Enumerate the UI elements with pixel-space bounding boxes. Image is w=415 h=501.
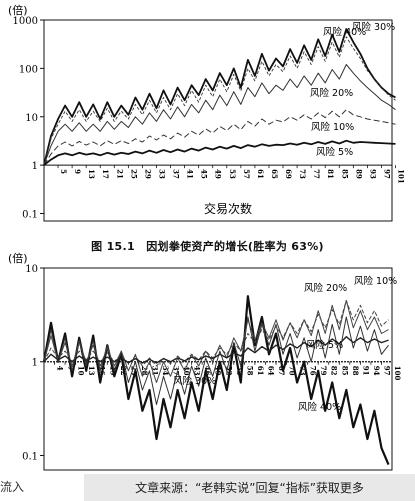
x-tick-label: 85	[340, 366, 349, 376]
series-label: 风险 20%	[304, 282, 347, 294]
x-tick-label: 58	[245, 366, 254, 376]
x-tick-label: 65	[270, 169, 279, 179]
y-tick-label: 1000	[13, 16, 38, 27]
series-line	[43, 28, 396, 166]
y-axis-label: (倍)	[8, 3, 28, 17]
x-tick-label: 73	[298, 366, 307, 376]
x-tick-label: 76	[309, 366, 318, 376]
x-tick-label: 77	[312, 169, 321, 179]
plot-frame	[43, 267, 393, 471]
x-tick-label: 10	[77, 366, 86, 376]
x-tick-label: 64	[266, 366, 275, 376]
x-tick-label: 5	[59, 169, 68, 174]
x-tick-label: 97	[382, 169, 391, 179]
x-tick-label: 17	[101, 169, 110, 179]
series-line	[43, 139, 396, 166]
x-tick-label: 79	[319, 366, 328, 376]
x-tick-label: 89	[354, 169, 363, 179]
series-line	[43, 316, 389, 405]
x-tick-label: 61	[256, 169, 265, 179]
figure-caption: 图 15.1 因划拳使资产的增长(胜率为 63%)	[91, 240, 324, 253]
y-tick-label: 1	[32, 358, 38, 369]
x-tick-label: 82	[330, 366, 339, 376]
x-tick-label: 88	[351, 366, 360, 376]
x-tick-label: 61	[256, 366, 265, 376]
x-tick-label: 53	[228, 169, 237, 179]
footer-left-text: 流入	[0, 480, 25, 494]
series-label: 风险 5%	[306, 339, 343, 351]
x-tick-label: 37	[172, 169, 181, 179]
x-tick-label: 81	[326, 169, 335, 179]
x-tick-label: 28	[140, 366, 149, 376]
x-tick-label: 29	[143, 169, 152, 179]
x-tick-label: 91	[361, 366, 370, 376]
series-label: 风险 40%	[323, 26, 366, 38]
x-tick-label: 43	[193, 366, 202, 376]
x-tick-label: 67	[277, 366, 286, 376]
y-tick-label: 100	[19, 64, 38, 75]
x-tick-label: 70	[288, 366, 297, 376]
x-tick-label: 97	[382, 366, 391, 376]
x-tick-label: 21	[115, 169, 124, 179]
x-tick-label: 57	[242, 169, 251, 179]
x-tick-label: 94	[372, 366, 381, 376]
y-tick-label: 10	[25, 264, 38, 275]
x-tick-label: 49	[214, 169, 223, 179]
series-line	[43, 64, 396, 166]
x-tick-label: 37	[172, 366, 181, 376]
x-tick-label: 46	[203, 366, 212, 376]
x-tick-label: 100	[393, 366, 402, 381]
series-label: 风险 30%	[352, 21, 395, 33]
y-tick-label: 10	[25, 113, 38, 124]
x-axis-label: 交易次数	[204, 201, 252, 216]
source-footer-text: 文章来源：“老韩实说”回复“指标”获取更多	[135, 481, 364, 495]
series-label: 风险 40%	[298, 401, 341, 413]
x-tick-label: 25	[129, 366, 138, 376]
y-tick-label: 0.1	[22, 210, 38, 221]
x-tick-label: 4	[56, 366, 65, 371]
y-axis-label: (倍)	[8, 251, 28, 265]
x-tick-label: 13	[87, 366, 96, 376]
series-line	[43, 36, 396, 166]
series-label: 风险 10%	[311, 121, 354, 133]
series-label: 风险 10%	[354, 275, 397, 287]
x-tick-label: 40	[182, 366, 191, 376]
x-tick-label: 34	[161, 366, 170, 376]
x-tick-label: 45	[200, 169, 209, 179]
series-line	[43, 336, 389, 364]
x-tick-label: 31	[150, 366, 159, 376]
series-label: 风险 20%	[310, 87, 353, 99]
series-line	[42, 295, 390, 466]
plot-frame	[43, 19, 393, 222]
x-tick-label: 73	[298, 169, 307, 179]
x-tick-label: 85	[340, 169, 349, 179]
series-label: 风险 30%	[173, 375, 216, 387]
x-tick-label: 13	[87, 169, 96, 179]
series-label: 风险 5%	[316, 146, 353, 158]
series-line	[43, 109, 396, 166]
source-footer: 文章来源：“老韩实说”回复“指标”获取更多	[84, 474, 415, 501]
y-tick-label: 1	[32, 161, 38, 172]
x-tick-label: 101	[397, 169, 406, 184]
x-tick-label: 69	[284, 169, 293, 179]
x-tick-label: 41	[186, 169, 195, 179]
x-tick-label: 93	[368, 169, 377, 179]
x-tick-label: 25	[129, 169, 138, 179]
y-tick-label: 0.1	[22, 451, 38, 462]
x-tick-label: 9	[73, 169, 82, 174]
x-tick-label: 33	[157, 169, 166, 179]
